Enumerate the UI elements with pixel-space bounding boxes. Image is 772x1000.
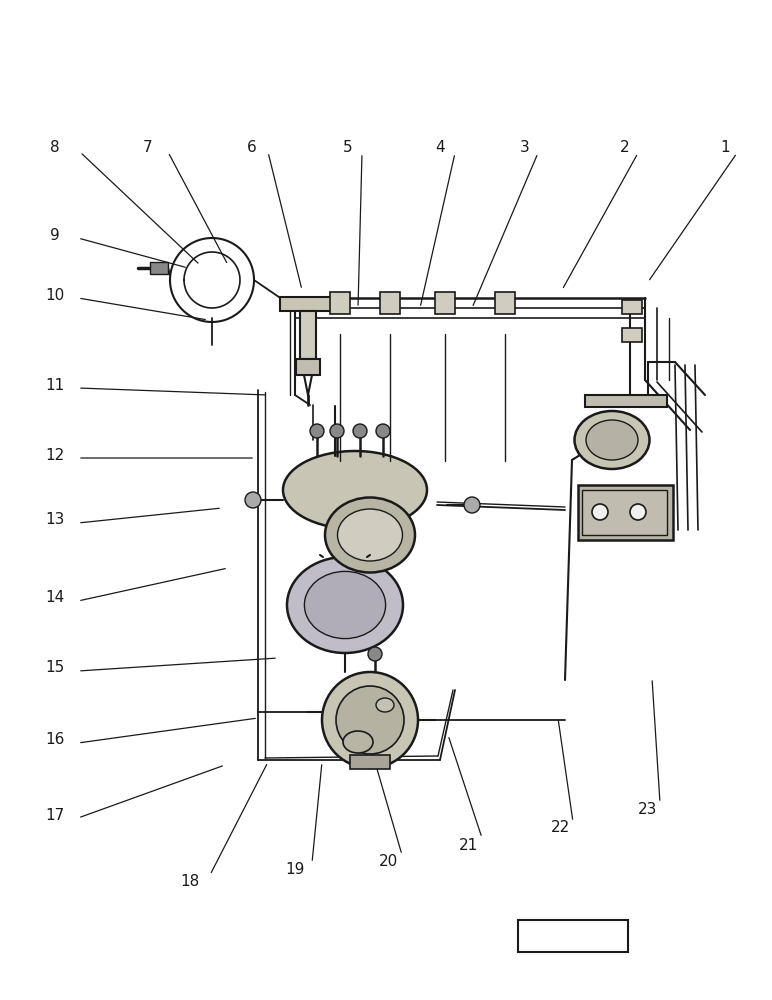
Circle shape — [353, 424, 367, 438]
Text: 5: 5 — [344, 140, 353, 155]
Text: 10: 10 — [46, 288, 65, 302]
Text: 23: 23 — [638, 802, 658, 818]
Bar — [578, 485, 673, 540]
Bar — [585, 395, 667, 407]
Ellipse shape — [574, 411, 649, 469]
Text: 12: 12 — [46, 448, 65, 462]
Text: 21: 21 — [459, 838, 478, 852]
Bar — [330, 292, 350, 314]
Text: 17: 17 — [46, 808, 65, 822]
Circle shape — [330, 424, 344, 438]
Bar — [495, 292, 515, 314]
Ellipse shape — [304, 571, 385, 639]
Circle shape — [630, 504, 646, 520]
Text: 4: 4 — [435, 140, 445, 155]
Ellipse shape — [586, 420, 638, 460]
Circle shape — [322, 672, 418, 768]
Text: 6: 6 — [247, 140, 257, 155]
Circle shape — [245, 492, 261, 508]
Text: 13: 13 — [46, 512, 65, 528]
Bar — [435, 292, 455, 314]
Ellipse shape — [283, 451, 427, 529]
Text: 15: 15 — [46, 660, 65, 676]
Bar — [300, 311, 316, 359]
Text: 11: 11 — [46, 377, 65, 392]
Ellipse shape — [337, 509, 402, 561]
Bar — [622, 328, 642, 342]
Bar — [518, 920, 628, 952]
Text: 18: 18 — [181, 874, 200, 890]
Text: 8: 8 — [50, 140, 59, 155]
Text: 2: 2 — [620, 140, 630, 155]
Bar — [350, 755, 390, 769]
Circle shape — [592, 504, 608, 520]
Bar — [150, 262, 168, 274]
Ellipse shape — [325, 497, 415, 572]
Circle shape — [464, 497, 480, 513]
Bar — [582, 490, 667, 535]
Text: 7: 7 — [143, 140, 153, 155]
Ellipse shape — [343, 731, 373, 753]
Ellipse shape — [287, 557, 403, 653]
Text: 9: 9 — [50, 228, 60, 242]
Text: 1529-145: 1529-145 — [540, 929, 606, 943]
Bar — [280, 297, 336, 311]
Circle shape — [336, 686, 404, 754]
Circle shape — [376, 424, 390, 438]
Circle shape — [368, 647, 382, 661]
Bar — [622, 300, 642, 314]
Circle shape — [310, 424, 324, 438]
Text: 16: 16 — [46, 732, 65, 748]
Text: 3: 3 — [520, 140, 530, 155]
Text: 19: 19 — [286, 862, 305, 878]
Text: 14: 14 — [46, 590, 65, 605]
Text: 20: 20 — [378, 854, 398, 869]
Text: 22: 22 — [550, 820, 570, 836]
Bar — [380, 292, 400, 314]
Ellipse shape — [376, 698, 394, 712]
Bar — [296, 359, 320, 375]
Text: 1: 1 — [720, 140, 730, 155]
